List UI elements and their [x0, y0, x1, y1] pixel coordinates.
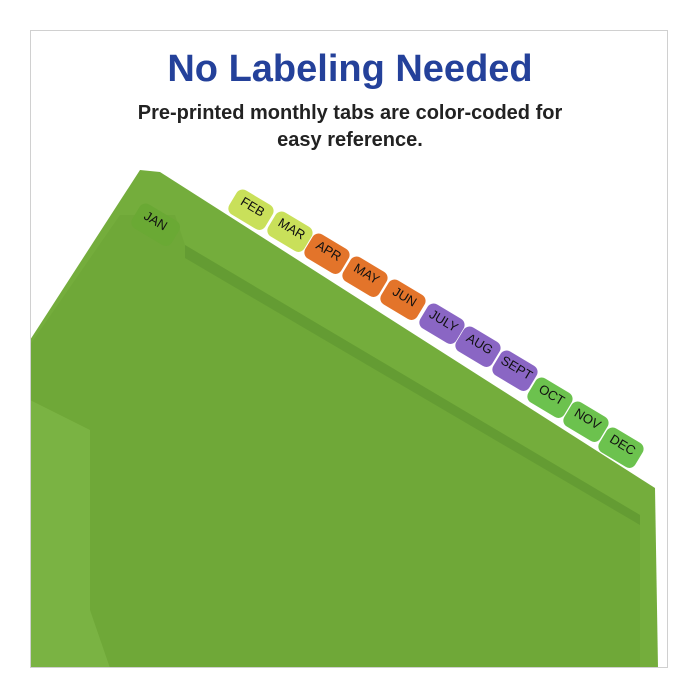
tab-shape: [342, 256, 388, 297]
headline: No Labeling Needed: [167, 48, 533, 90]
tab-shape: [598, 427, 644, 468]
tab-shape: [563, 401, 609, 442]
tab-shape: [492, 350, 538, 391]
tab-shape: [131, 203, 181, 246]
tab-shape: [380, 279, 426, 320]
tab-shape: [228, 189, 274, 230]
tab-oct[interactable]: OCT: [525, 375, 575, 421]
tab-jun[interactable]: JUN: [378, 277, 428, 323]
tab-shape: [304, 233, 350, 274]
tab-shape: [419, 303, 465, 344]
divider-front: [31, 400, 110, 667]
tab-shape: [267, 211, 313, 252]
tab-shape: [455, 326, 501, 367]
divider-sheet: [31, 215, 640, 667]
tab-shape: [527, 377, 573, 418]
subtitle: Pre-printed monthly tabs are color-coded…: [137, 102, 563, 151]
image-frame: [30, 30, 668, 668]
divider-shadow: [185, 245, 640, 525]
